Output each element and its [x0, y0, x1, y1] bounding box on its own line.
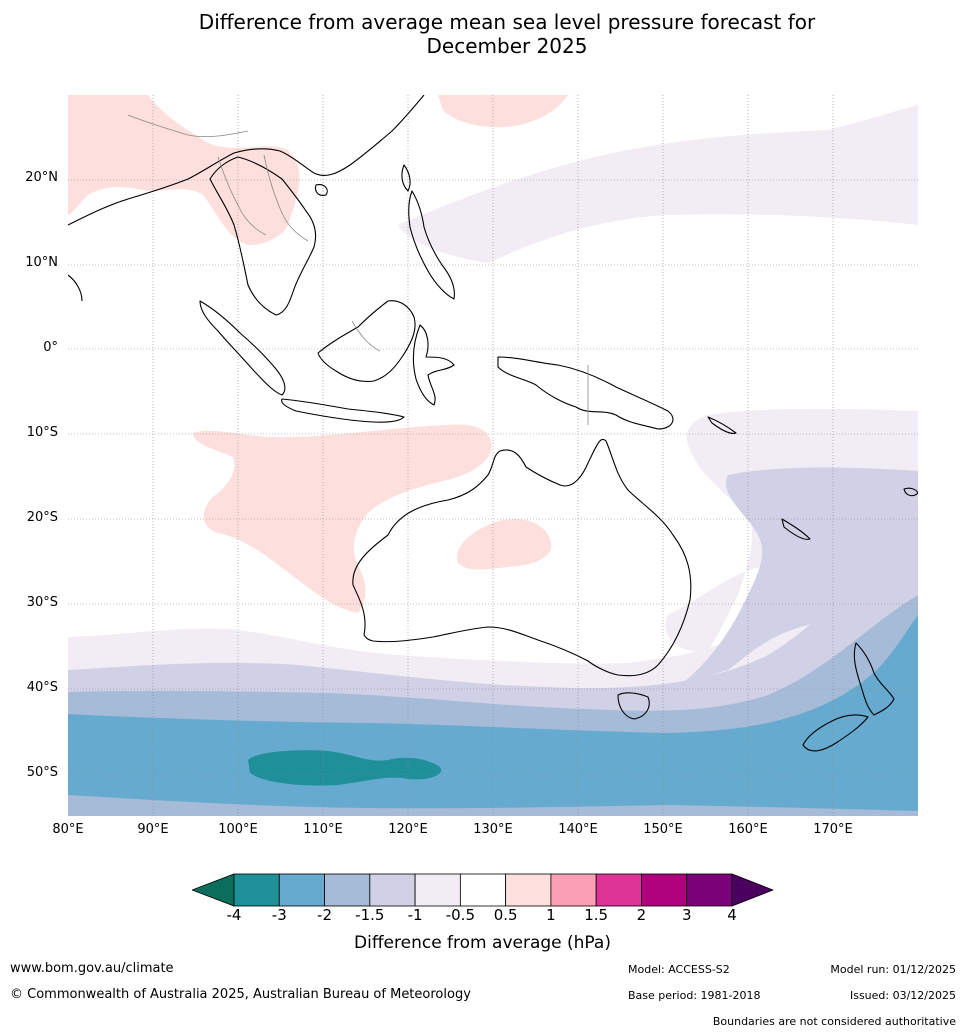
colorbar-bin-3-to-4 [686, 873, 733, 907]
title-line-2: December 2025 [426, 34, 588, 58]
footer-model-run: Model run: 01/12/2025 [830, 963, 956, 976]
colorbar-bin-1-to-1.5 [550, 873, 597, 907]
lon-tick-120E: 120°E [388, 822, 428, 837]
footer-base-period: Base period: 1981-2018 [628, 989, 761, 1002]
colorbar-tick-label: -0.5 [445, 906, 475, 924]
coastlines [68, 95, 918, 752]
lon-tick-110E: 110°E [303, 822, 343, 837]
coast-india [68, 274, 83, 302]
colorbar-bin-0.5-to-1 [505, 873, 552, 907]
lat-tick-20N: 20°N [25, 170, 58, 185]
fill-plus-0.5-to-1-south-australia [456, 519, 552, 570]
lon-tick-130E: 130°E [473, 822, 513, 837]
coast-fiji [903, 487, 918, 497]
lon-tick-140E: 140°E [558, 822, 598, 837]
colorbar-bins [233, 873, 733, 907]
colorbar-tick-label: 2 [636, 906, 647, 924]
fill-plus-0.5-to-1-asia [68, 95, 300, 245]
colorbar-high-extend [731, 873, 774, 907]
colorbar-bin--3-to--2 [278, 873, 325, 907]
footer-issued: Issued: 03/12/2025 [849, 989, 956, 1002]
footer-url[interactable]: www.bom.gov.au/climate [10, 961, 174, 976]
colorbar-tick-label: 0.5 [493, 906, 518, 924]
lat-tick-10S: 10°S [26, 425, 58, 440]
fill-minus-1.5-to-minus-2-south-edge [68, 795, 918, 816]
footer-model: Model: ACCESS-S2 [628, 963, 730, 976]
anomaly-fills [68, 95, 918, 816]
coast-new-zealand-north [853, 642, 895, 716]
coast-solomons [707, 416, 737, 434]
map-svg [68, 95, 918, 816]
chart-title: Difference from average mean sea level p… [0, 10, 965, 58]
footer-disclaimer: Boundaries are not considered authoritat… [712, 1015, 956, 1028]
colorbar-bin--1.5-to--1 [369, 873, 416, 907]
coast-australia [352, 439, 692, 677]
lat-tick-30S: 30°S [26, 595, 58, 610]
colorbar-tick-label: 1.5 [584, 906, 609, 924]
colorbar-bin-2-to-3 [641, 873, 688, 907]
fill-minus-3-to-minus-4-core [248, 750, 442, 786]
footer-copyright: © Commonwealth of Australia 2025, Austra… [10, 987, 471, 1002]
coast-hainan [314, 184, 328, 196]
lon-tick-170E: 170°E [813, 822, 853, 837]
colorbar-tick-label: -3 [271, 906, 287, 924]
fill-plus-0.5-to-1-north-pacific [438, 95, 568, 128]
coast-new-guinea [497, 356, 674, 430]
coast-borneo [317, 300, 416, 383]
lon-tick-150E: 150°E [643, 822, 683, 837]
coast-new-zealand-south [802, 714, 869, 752]
colorbar-bin-1.5-to-2 [595, 873, 642, 907]
lon-tick-160E: 160°E [728, 822, 768, 837]
lon-tick-80E: 80°E [52, 822, 84, 837]
coast-sulawesi [412, 324, 455, 406]
graticule [68, 95, 918, 816]
fill-plus-0.5-to-1-indian-ocean [193, 424, 492, 613]
colorbar-title: Difference from average (hPa) [354, 933, 611, 953]
colorbar-tick-label: 1 [546, 906, 556, 924]
fill-minus-0.5-to-minus-1-north [398, 105, 918, 263]
lat-tick-40S: 40°S [26, 680, 58, 695]
coast-taiwan [401, 164, 411, 192]
lat-tick-50S: 50°S [26, 765, 58, 780]
fill-minus-1-to-minus-1.5-east [668, 467, 918, 695]
lat-tick-0: 0° [43, 340, 58, 355]
colorbar-low-extend [192, 873, 235, 907]
coast-philippines [408, 190, 455, 300]
coast-sumatra [199, 300, 286, 396]
lat-tick-20S: 20°S [26, 510, 58, 525]
map-panel [68, 95, 918, 816]
lon-tick-100E: 100°E [218, 822, 258, 837]
borders [127, 114, 589, 425]
coast-tasmania [617, 692, 650, 720]
colorbar-bin--0.5-to-0.5 [459, 873, 507, 907]
colorbar-tick-label: -1.5 [355, 906, 385, 924]
colorbar-tick-label: 4 [727, 906, 737, 924]
coast-indochina [209, 156, 317, 316]
lat-tick-10N: 10°N [25, 255, 58, 270]
coast-asia-mainland [68, 95, 425, 226]
colorbar-bin--1-to--0.5 [414, 873, 461, 907]
colorbar [192, 873, 774, 907]
colorbar-tick-label: -4 [226, 906, 242, 924]
title-line-1: Difference from average mean sea level p… [198, 10, 816, 34]
coast-new-caledonia [781, 518, 811, 540]
colorbar-bin--4-to--3 [233, 873, 280, 907]
colorbar-tick-label: -1 [407, 906, 423, 924]
colorbar-bin--2-to--1.5 [324, 873, 371, 907]
lon-tick-90E: 90°E [137, 822, 169, 837]
colorbar-tick-label: 3 [681, 906, 692, 924]
colorbar-tick-label: -2 [317, 906, 333, 924]
coast-java [281, 398, 405, 423]
